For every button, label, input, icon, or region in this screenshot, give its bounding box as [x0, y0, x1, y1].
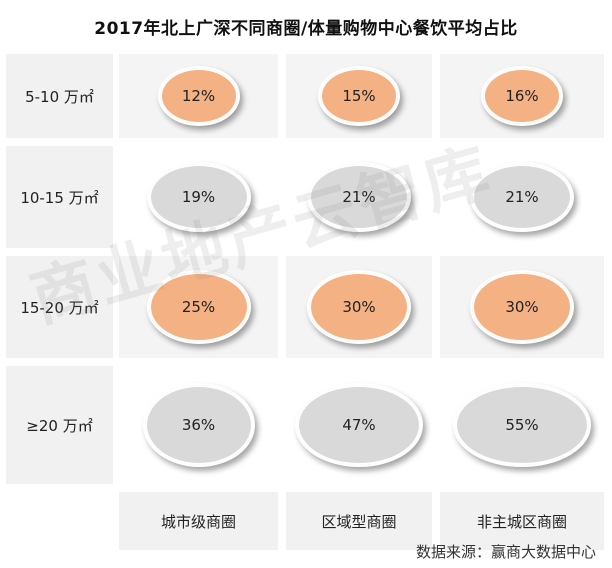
chart-title: 2017年北上广深不同商圈/体量购物中心餐饮平均占比	[94, 18, 518, 39]
bubble-1-2: 15%	[318, 66, 400, 126]
column-label-cell	[440, 492, 604, 550]
row-label-cell	[6, 54, 113, 138]
row-label-cell	[6, 366, 113, 484]
bubble-4-3: 55%	[452, 383, 592, 467]
bubble-2-3: 21%	[470, 162, 574, 232]
column-label: 城市级商圈	[160, 512, 236, 531]
bubble-2-2: 21%	[307, 162, 411, 232]
bubble-3-2: 30%	[307, 270, 411, 344]
row-label: 15-20 万㎡	[20, 298, 99, 317]
bubble-3-1: 25%	[146, 270, 251, 344]
bubble-1-1: 12%	[157, 66, 240, 126]
column-label: 非主城区商圈	[476, 512, 567, 531]
bubble-4-2: 47%	[295, 383, 423, 467]
row-label-cell	[6, 256, 113, 358]
source-note: 数据来源：赢商大数据中心	[415, 542, 596, 561]
bubble-1-3: 16%	[481, 66, 563, 126]
row-label: 10-15 万㎡	[20, 188, 99, 207]
bubble-4-1: 36%	[142, 383, 255, 467]
column-label-cell	[119, 492, 278, 550]
row-label-cell	[6, 146, 113, 248]
column-label-cell	[286, 492, 432, 550]
row-label: 5-10 万㎡	[25, 87, 94, 106]
row-label: ≥20 万㎡	[26, 416, 93, 435]
bubble-3-3: 30%	[470, 270, 574, 344]
column-label: 区域型商圈	[321, 512, 397, 531]
bubble-2-1: 19%	[146, 162, 251, 232]
